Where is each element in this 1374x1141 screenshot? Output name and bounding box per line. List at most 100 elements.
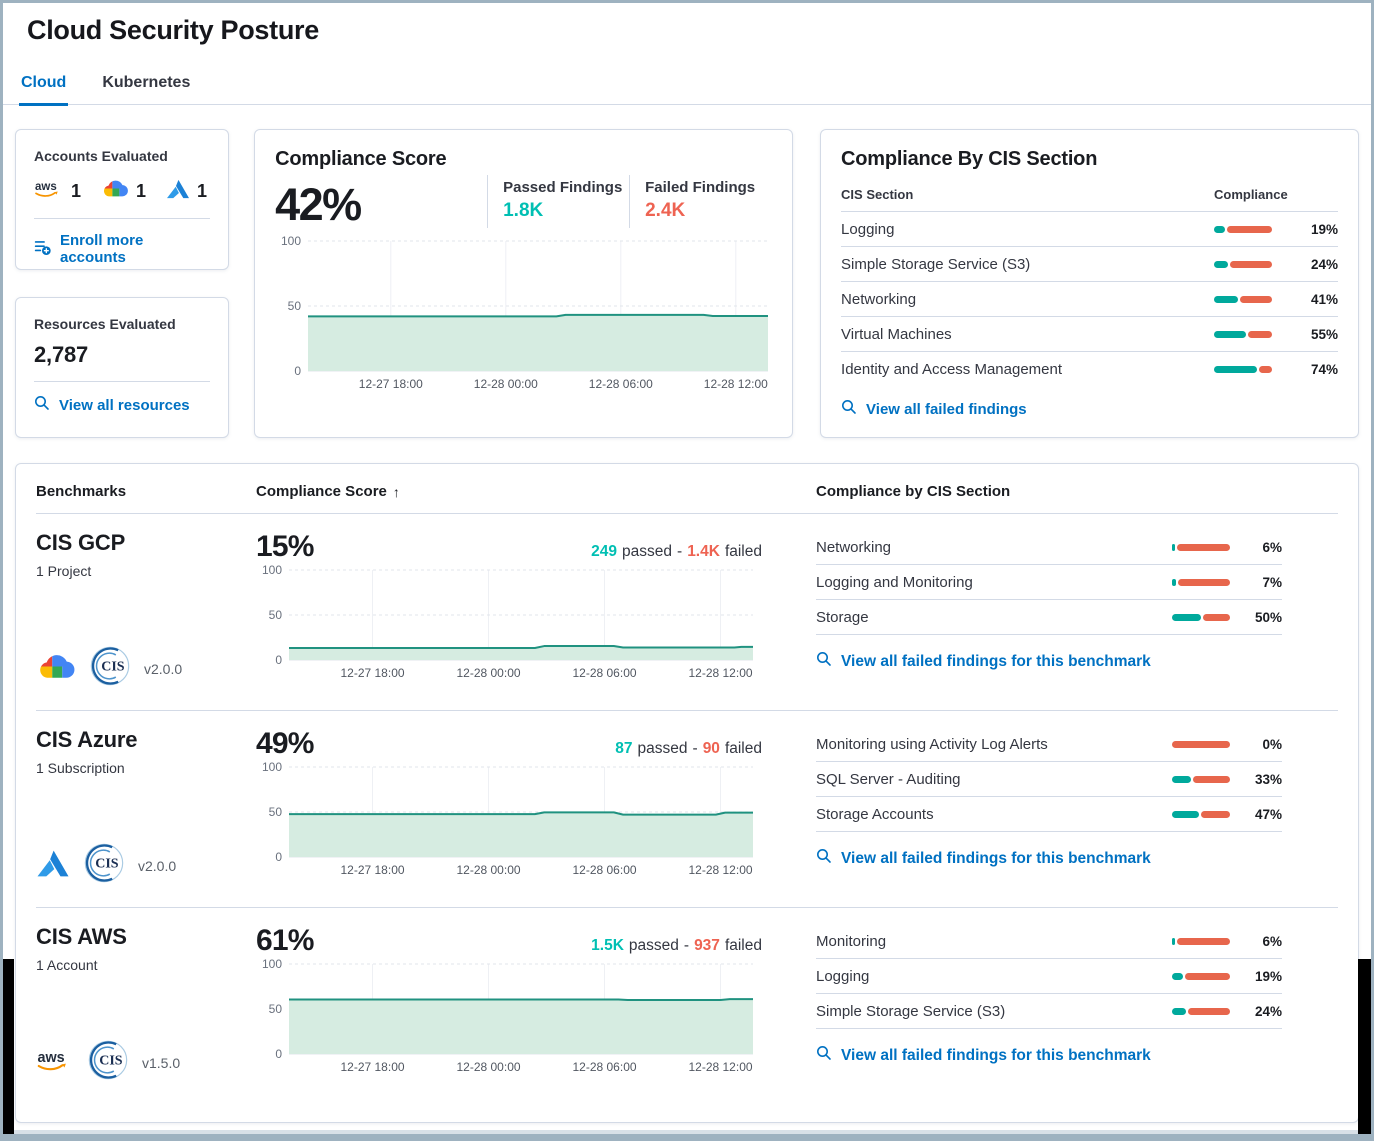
compliance-pct: 74%	[1310, 361, 1338, 377]
svg-text:0: 0	[275, 1047, 282, 1061]
view-failed-findings-benchmark-link[interactable]: View all failed findings for this benchm…	[816, 848, 1282, 869]
compliance-bar	[1172, 775, 1230, 783]
view-failed-findings-benchmark-link[interactable]: View all failed findings for this benchm…	[816, 1045, 1282, 1066]
magnifier-icon	[34, 395, 50, 415]
tab-kubernetes[interactable]: Kubernetes	[102, 74, 191, 91]
svg-text:50: 50	[269, 1002, 283, 1016]
passed-count[interactable]: 249	[591, 543, 618, 560]
svg-text:12-28 00:00: 12-28 00:00	[456, 863, 520, 877]
benchmark-trend-chart: 0 50 100 12-27 18:00 12-28 00:00 12-28 06:00 1…	[262, 760, 753, 877]
svg-text:50: 50	[269, 805, 283, 819]
summary-left-column: Accounts Evaluated aws 1	[15, 129, 230, 438]
enroll-more-accounts-link[interactable]: Enroll more accounts	[34, 232, 210, 266]
compliance-bar	[1172, 543, 1230, 551]
compliance-score-column-header[interactable]: Compliance Score ↑	[256, 483, 400, 500]
cis-row-s3: Simple Storage Service (S3) 24%	[841, 246, 1338, 281]
cis-section-column-header: CIS Section	[841, 187, 914, 202]
azure-icon	[36, 848, 70, 884]
benchmark-score: 61%	[256, 924, 314, 957]
compliance-pct: 41%	[1310, 291, 1338, 307]
page-title: Cloud Security Posture	[27, 15, 319, 45]
benchmark-logos: CIS v2.0.0	[36, 842, 256, 889]
section-row: Simple Storage Service (S3) 24%	[816, 994, 1282, 1029]
compliance-bar	[1213, 330, 1272, 338]
benchmarks-column-header: Benchmarks	[36, 483, 127, 500]
benchmark-score-cell: 15% 249 passed - 1.4K failed 0 50 100 12-27…	[256, 530, 816, 692]
benchmark-trend-chart: 0 50 100 12-27 18:00 12-28 00:00 12-28 06:00 1…	[262, 563, 753, 680]
compliance-by-cis-title: Compliance By CIS Section	[841, 148, 1098, 170]
svg-text:12-28 00:00: 12-28 00:00	[474, 377, 538, 391]
passed-count[interactable]: 1.5K	[591, 937, 624, 954]
compliance-pct: 24%	[1254, 1003, 1282, 1019]
svg-text:100: 100	[262, 761, 282, 774]
compliance-pct: 19%	[1310, 221, 1338, 237]
svg-text:100: 100	[281, 235, 301, 248]
benchmark-info: CIS AWS 1 Account aws CIS v1.5.0	[36, 924, 256, 1086]
magnifier-icon	[816, 1045, 832, 1066]
svg-text:aws: aws	[38, 1049, 65, 1065]
section-name: Monitoring	[816, 932, 887, 950]
compliance-pct: 24%	[1310, 256, 1338, 272]
overall-compliance-score: 42%	[275, 179, 362, 230]
view-all-resources-link[interactable]: View all resources	[34, 395, 210, 415]
benchmark-score-cell: 61% 1.5K passed - 937 failed 0 50 100 12-27…	[256, 924, 816, 1086]
cis-logo-icon: CIS	[87, 1039, 129, 1086]
section-row: Storage Accounts 47%	[816, 797, 1282, 832]
failed-count[interactable]: 90	[702, 740, 720, 757]
benchmark-version: v1.5.0	[142, 1054, 181, 1071]
cis-row-logging: Logging 19%	[841, 211, 1338, 246]
azure-icon	[166, 178, 190, 205]
svg-text:aws: aws	[35, 181, 57, 193]
compliance-bar	[1213, 295, 1272, 303]
svg-text:12-28 12:00: 12-28 12:00	[704, 377, 768, 391]
benchmark-score-cell: 49% 87 passed - 90 failed 0 50 100 12-27 18…	[256, 727, 816, 889]
svg-text:CIS: CIS	[101, 660, 125, 675]
passed-failed-summary: 1.5K passed - 937 failed	[591, 937, 762, 954]
compliance-pct: 50%	[1254, 609, 1282, 625]
magnifier-icon	[816, 651, 832, 672]
benchmark-logos: CIS v2.0.0	[36, 645, 256, 692]
view-failed-findings-benchmark-link[interactable]: View all failed findings for this benchm…	[816, 651, 1282, 672]
failed-count[interactable]: 1.4K	[687, 543, 720, 560]
section-row: Networking 6%	[816, 530, 1282, 565]
compliance-score-summary: 42% Passed Findings 1.8K Failed Findings…	[275, 175, 772, 235]
svg-text:12-28 12:00: 12-28 12:00	[688, 1060, 752, 1074]
compliance-pct: 6%	[1262, 933, 1282, 949]
magnifier-icon	[816, 848, 832, 869]
section-name: Monitoring using Activity Log Alerts	[816, 735, 1048, 753]
compliance-column-header: Compliance	[1213, 187, 1288, 202]
tab-bar: Cloud Kubernetes	[3, 66, 1371, 106]
section-name: Networking	[816, 538, 892, 556]
compliance-pct: 7%	[1262, 574, 1282, 590]
passed-findings-label: Passed Findings	[503, 179, 623, 196]
compliance-bar	[1172, 810, 1230, 818]
aws-icon: aws	[36, 1048, 74, 1078]
compliance-pct: 33%	[1254, 771, 1282, 787]
view-all-failed-findings-link[interactable]: View all failed findings	[841, 399, 1338, 419]
passed-count[interactable]: 87	[615, 740, 633, 757]
tab-cloud[interactable]: Cloud	[19, 66, 69, 106]
passed-failed-summary: 249 passed - 1.4K failed	[591, 543, 762, 560]
benchmark-cis-sections: Monitoring using Activity Log Alerts 0% …	[816, 727, 1338, 889]
svg-text:12-28 06:00: 12-28 06:00	[572, 666, 636, 680]
svg-text:CIS: CIS	[95, 857, 119, 872]
benchmark-score: 15%	[256, 530, 314, 563]
compliance-bar	[1172, 578, 1230, 586]
gcp-account-count: 1	[101, 177, 146, 205]
benchmark-name: CIS AWS	[36, 924, 127, 949]
divider	[34, 218, 211, 219]
cis-section-name: Logging	[841, 220, 895, 238]
failed-findings-value[interactable]: 2.4K	[645, 200, 686, 221]
magnifier-icon	[841, 399, 857, 419]
gcp-icon	[36, 650, 76, 688]
passed-findings-value[interactable]: 1.8K	[503, 200, 544, 221]
divider	[34, 381, 211, 382]
compliance-bar	[1172, 613, 1230, 621]
dashboard-content: Accounts Evaluated aws 1	[3, 105, 1371, 1123]
compliance-pct: 47%	[1254, 806, 1282, 822]
failed-count[interactable]: 937	[694, 937, 720, 954]
section-row: SQL Server - Auditing 33%	[816, 762, 1282, 797]
benchmark-version: v2.0.0	[138, 857, 177, 874]
section-name: Simple Storage Service (S3)	[816, 1002, 1006, 1020]
